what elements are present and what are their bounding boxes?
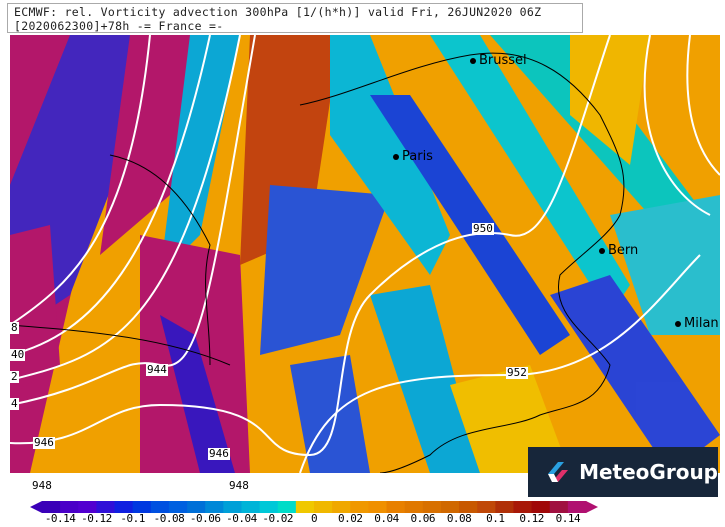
colorbar-min-arrow — [30, 501, 42, 513]
title-line-1: ECMWF: rel. Vorticity advection 300hPa [… — [14, 5, 542, 19]
colorbar-segment — [350, 501, 369, 513]
colorbar-segment — [78, 501, 97, 513]
contour-label: 952 — [506, 366, 528, 379]
colorbar-segment — [114, 501, 134, 513]
city-brussel: Brussel — [470, 53, 527, 68]
contour-label: 40 — [10, 348, 26, 361]
colorbar-tick-label: 0.06 — [410, 512, 436, 525]
colorbar-segment — [277, 501, 297, 513]
logo-text: MeteoGroup — [579, 460, 718, 484]
colorbar-tick-label: -0.02 — [262, 512, 294, 525]
contour-label: 4 — [10, 397, 19, 410]
colorbar-segment — [314, 501, 333, 513]
map-title: ECMWF: rel. Vorticity advection 300hPa [… — [7, 3, 583, 33]
colorbar-tick-label: -0.14 — [44, 512, 76, 525]
borders — [10, 52, 625, 473]
colorbar-segment — [187, 501, 206, 513]
city-dot — [599, 247, 605, 254]
colorbar-max-arrow — [586, 501, 598, 513]
title-line-2: [2020062300]+78h -= France =- — [14, 19, 224, 33]
colorbar-tick-label: -0.12 — [81, 512, 112, 525]
city-dot — [675, 320, 681, 327]
contour-label: 8 — [10, 321, 19, 334]
city-dot — [393, 153, 399, 160]
colorbar-segment — [223, 501, 242, 513]
colorbar-segment — [440, 501, 460, 513]
contour-label-below: 948 — [32, 479, 52, 492]
city-paris: Paris — [393, 149, 433, 164]
city-bern: Bern — [599, 243, 638, 258]
city-milan: Milan — [675, 316, 719, 331]
colorbar-segment — [205, 501, 224, 513]
contour-label: 946 — [33, 436, 55, 449]
colorbar-segment — [132, 501, 152, 513]
colorbar-segment — [332, 501, 351, 513]
colorbar-segment — [42, 501, 61, 513]
colorbar-segment — [404, 501, 424, 513]
colorbar-tick-label: -0.04 — [226, 512, 257, 525]
colorbar-segment — [168, 501, 188, 513]
vorticity-map — [10, 35, 720, 473]
colorbar-tick-label: 0 — [310, 512, 318, 525]
colorbar-segment — [513, 501, 533, 513]
colorbar-segment — [477, 501, 496, 513]
colorbar-segment — [495, 501, 514, 513]
colorbar-segment — [241, 501, 261, 513]
colorbar-segment — [259, 501, 279, 513]
colorbar-tick-label: -0.08 — [153, 512, 185, 525]
field-bands — [10, 35, 720, 473]
contour-label-below: 948 — [229, 479, 249, 492]
colorbar-segment — [368, 501, 388, 513]
contour-label: 944 — [146, 363, 168, 376]
colorbar-tick-label: 0.04 — [374, 512, 399, 525]
colorbar — [30, 501, 598, 513]
colorbar-tick-label: -0.1 — [120, 512, 145, 525]
colorbar-segment — [459, 501, 478, 513]
colorbar-tick-label: 0.08 — [446, 512, 472, 525]
meteogroup-logo: MeteoGroup — [528, 447, 718, 497]
colorbar-segment — [295, 501, 315, 513]
colorbar-segment — [96, 501, 116, 513]
colorbar-tick-label: -0.06 — [189, 512, 221, 525]
colorbar-segment — [567, 501, 587, 513]
colorbar-segment — [549, 501, 569, 513]
colorbar-tick-label: 0.14 — [555, 512, 581, 525]
contour-label: 946 — [208, 447, 230, 460]
colorbar-segment — [422, 501, 442, 513]
colorbar-segment — [150, 501, 170, 513]
city-dot — [470, 57, 476, 64]
colorbar-segment — [386, 501, 406, 513]
contour-label: 950 — [472, 222, 494, 235]
colorbar-tick-label: 0.12 — [519, 512, 544, 525]
colorbar-segment — [60, 501, 79, 513]
colorbar-tick-label: 0.1 — [486, 512, 505, 525]
colorbar-segment — [531, 501, 551, 513]
contour-label: 2 — [10, 370, 19, 383]
colorbar-tick-label: 0.02 — [338, 512, 363, 525]
meteogroup-logo-icon — [548, 462, 568, 482]
